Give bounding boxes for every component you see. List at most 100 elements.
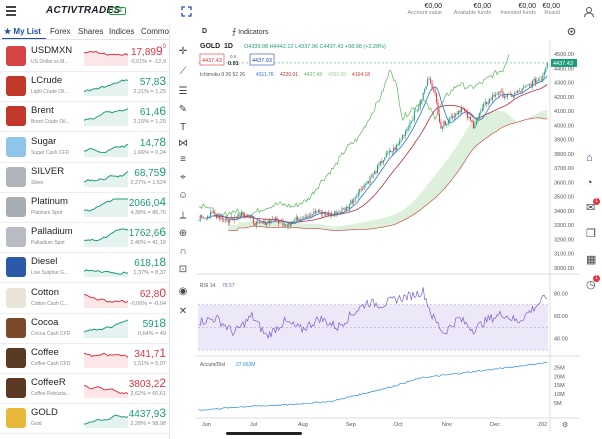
pattern-icon[interactable]: ⋈ [178, 138, 188, 149]
watchlist-item[interactable]: Diesel Low Sulphur G... 618,18 1,37% = 8,37 [0, 252, 170, 284]
watchlist-tabs: ★ My List Forex Shares Indices Commod [0, 24, 169, 40]
candle-body [391, 151, 393, 153]
sparkline-line [84, 108, 128, 122]
watchlist-item[interactable]: Palladium Palladium Spot 1762,66 2,40% = 41… [0, 222, 170, 254]
candle-body [320, 211, 322, 215]
watchlist-item[interactable]: CoffeeR Coffee Robusta... 3803,22 3,62% = 6… [0, 373, 170, 405]
live-badge: LIVE [109, 7, 126, 15]
indicators-icon: ⨍ [232, 27, 237, 36]
tab-commodities[interactable]: Commod [141, 27, 169, 36]
instrument-name: CoffeeR [31, 377, 66, 389]
settings-gear-icon[interactable] [566, 26, 577, 37]
tab-shares[interactable]: Shares [78, 27, 104, 36]
ruler-icon[interactable]: ⟂ [179, 210, 187, 221]
candle-body [546, 62, 548, 69]
candle-body [376, 165, 378, 174]
tab-forex[interactable]: Forex [50, 27, 71, 36]
instrument-name: GOLD [31, 407, 58, 419]
candle-body [351, 200, 353, 203]
tab-my-list[interactable]: ★ My List [4, 27, 41, 36]
candle-body [480, 111, 482, 114]
trendline-icon[interactable]: ⟋ [179, 66, 187, 77]
candle-body [264, 220, 266, 226]
hamburger-menu-icon[interactable] [6, 6, 16, 16]
candle-body [444, 121, 446, 126]
timeframe-button[interactable]: D [202, 28, 208, 35]
candle-body [537, 80, 539, 81]
calendar-icon[interactable]: ▦ [586, 254, 597, 266]
lock-drawing-icon[interactable]: ⊡ [178, 264, 188, 275]
messages-icon[interactable]: ✉ 1 [586, 198, 600, 214]
watchlist-item[interactable]: SILVER Silver 68,759 2,27% = 1,524 [0, 162, 170, 193]
candle-body [372, 174, 374, 178]
home-icon[interactable]: ⌂ [586, 152, 593, 164]
active-tab-indicator [2, 38, 46, 39]
candle-body [334, 211, 336, 215]
emoji-icon[interactable]: ☺ [177, 190, 189, 201]
candle-body [347, 206, 349, 209]
trash-icon[interactable]: ✕ [178, 306, 188, 317]
candle-body [289, 223, 291, 226]
instrument-change: -0,06% = -0,04 [129, 300, 166, 307]
watchlist-item[interactable]: Brent Brent Crude Oil... 61,46 2,15% = 1,29 [0, 101, 170, 133]
candle-body [204, 217, 206, 219]
watchlist-item[interactable]: GOLD Gold 4437,93 2,28% = 98,98 [0, 403, 170, 435]
candle-body [455, 113, 457, 116]
candle-body [307, 215, 309, 218]
user-profile-icon[interactable] [583, 6, 595, 18]
rsi-axis-label: 40.00 [554, 337, 568, 343]
watchlist-item[interactable]: Cotton Cotton Cash C... 62,80 -0,06% = -0,0… [0, 283, 170, 314]
watchlist-item[interactable]: USDMXN US Dollar vs M... 17,8990 -0,01% = -… [0, 41, 170, 72]
brush-icon[interactable]: ✎ [178, 104, 188, 115]
portfolio-pie-icon[interactable]: ◔ [586, 177, 593, 189]
fib-icon[interactable]: ≡ [180, 154, 186, 165]
available-funds: €0,00 Available funds [453, 3, 491, 16]
fullscreen-icon[interactable] [181, 6, 192, 17]
ichimoku-tenkan [206, 75, 548, 225]
buy-button[interactable] [249, 53, 275, 66]
candle-body [402, 135, 404, 140]
indicators-button[interactable]: ⨍ Indicators [232, 27, 269, 36]
accum-axis-label: 15M [554, 383, 565, 389]
candle-body [542, 75, 544, 81]
text-icon[interactable]: T [179, 122, 187, 133]
candle-body [218, 216, 220, 219]
watchlist-item[interactable]: Platinum Platinum Spot 2066,04 4,39% = 86,7… [0, 192, 170, 223]
candle-body [353, 198, 355, 203]
candle-body [472, 122, 474, 129]
candle-body [399, 140, 401, 144]
instrument-description: Platinum Spot [31, 210, 63, 216]
watchlist-item[interactable]: Cocoa Cocoa Cash CFD 5918 0,64% = 49 [0, 313, 170, 344]
candle-body [449, 117, 451, 122]
watchlist-item[interactable]: LCrude Light Crude Oil... 57,83 2,21% = 1,2… [0, 71, 170, 103]
copy-icon[interactable]: ❐ [586, 228, 596, 240]
tab-indices[interactable]: Indices [109, 27, 135, 36]
watchlist-item[interactable]: Sugar Sugar Cash CFD 14,78 1,66% = 0,24 [0, 132, 170, 163]
candle-body [477, 117, 479, 121]
silver-bars-icon [6, 166, 26, 187]
candle-body [345, 206, 347, 211]
candle-body [499, 91, 501, 95]
candle-body [337, 212, 339, 216]
horizontal-line-icon[interactable]: ☰ [178, 86, 188, 97]
candle-body [397, 143, 399, 146]
sparkline-fill [84, 415, 128, 429]
instrument-change: 2,27% = 1,524 [130, 179, 166, 186]
forecast-icon[interactable]: ⌖ [180, 172, 186, 183]
watchlist-item[interactable]: Coffee Coffee Cash CFD 341,71 1,51% = 5,07 [0, 343, 170, 374]
alerts-icon[interactable]: ◷ 1 [586, 275, 600, 291]
candle-body [276, 217, 278, 221]
candle-body [469, 116, 471, 121]
sell-button[interactable] [199, 53, 225, 66]
sparkline [84, 319, 128, 338]
candle-body [425, 85, 427, 89]
candle-body [292, 220, 294, 222]
magnet-icon[interactable]: ∩ [179, 246, 187, 257]
zoom-in-icon[interactable]: ⊕ [178, 228, 188, 239]
crosshair-icon[interactable]: ✛ [178, 46, 188, 57]
price-chart[interactable]: 4500.00 4400.00 4300.00 4200.00 4100.00 4000.… [196, 40, 580, 432]
hide-icon[interactable]: ◉ [178, 286, 188, 297]
candle-body [484, 101, 486, 104]
instrument-change: -0,01% = -12,9 [129, 59, 166, 65]
candle-body [311, 214, 313, 216]
